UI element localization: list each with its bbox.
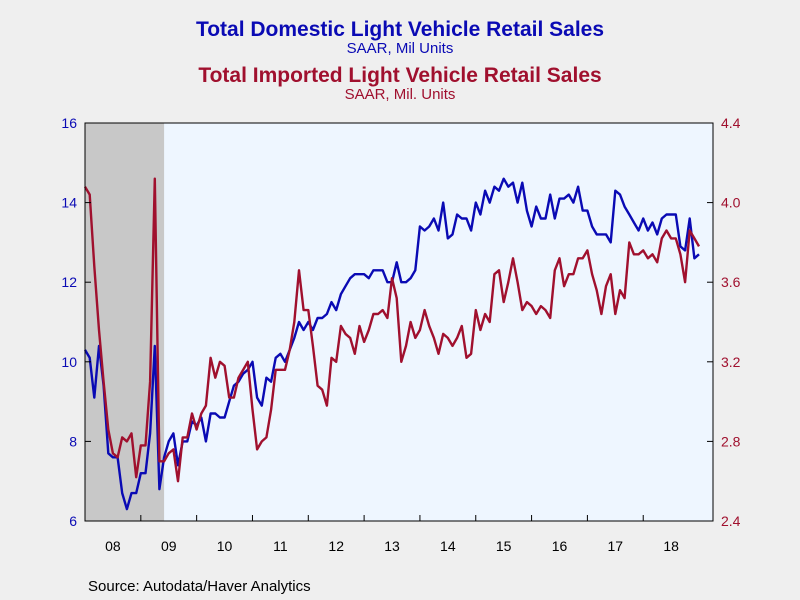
right-axis-tick-label: 4.4: [721, 115, 741, 131]
x-axis-tick-label: 11: [273, 538, 288, 554]
imported-series-line: [83, 177, 701, 483]
imported-chart-subtitle: SAAR, Mil. Units: [344, 86, 456, 103]
right-axis-tick-label: 2.4: [721, 513, 741, 529]
left-axis-tick-label: 14: [61, 195, 77, 211]
plot-frame: [84, 122, 714, 522]
right-axis-tick-label: 3.6: [721, 274, 741, 290]
imported-chart-title: Total Imported Light Vehicle Retail Sale…: [198, 64, 602, 87]
left-axis-tick-label: 16: [61, 115, 77, 131]
left-axis-tick-label: 8: [69, 433, 77, 449]
x-axis-tick-label: 14: [440, 538, 456, 554]
right-axis-tick-label: 4.0: [721, 195, 741, 211]
x-axis: 08 09 10 11 12 13 14 15 16 17 18: [84, 515, 679, 554]
right-axis-tick-label: 3.2: [721, 354, 741, 370]
domestic-chart-subtitle: SAAR, Mil Units: [346, 40, 454, 57]
series-layer: [83, 177, 701, 511]
x-axis-tick-label: 09: [161, 538, 177, 554]
left-axis: 6 8 10 12 14 16: [61, 115, 91, 529]
x-axis-tick-label: 15: [496, 538, 512, 554]
left-axis-tick-label: 10: [61, 354, 77, 370]
right-axis-tick-label: 2.8: [721, 433, 741, 449]
left-axis-tick-label: 6: [69, 513, 77, 529]
x-axis-tick-label: 13: [384, 538, 400, 554]
x-axis-tick-label: 18: [663, 538, 679, 554]
domestic-chart-title: Total Domestic Light Vehicle Retail Sale…: [195, 18, 605, 41]
x-axis-tick-label: 16: [552, 538, 568, 554]
right-axis: 2.4 2.8 3.2 3.6 4.0 4.4: [707, 115, 741, 529]
x-axis-tick-label: 12: [328, 538, 344, 554]
x-axis-tick-label: 08: [105, 538, 121, 554]
source-note: Source: Autodata/Haver Analytics: [88, 578, 311, 595]
x-axis-tick-label: 17: [608, 538, 624, 554]
x-axis-tick-label: 10: [217, 538, 233, 554]
left-axis-tick-label: 12: [61, 274, 77, 290]
